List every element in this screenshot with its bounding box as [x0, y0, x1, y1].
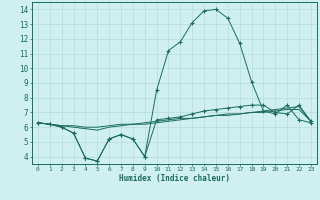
X-axis label: Humidex (Indice chaleur): Humidex (Indice chaleur): [119, 174, 230, 183]
